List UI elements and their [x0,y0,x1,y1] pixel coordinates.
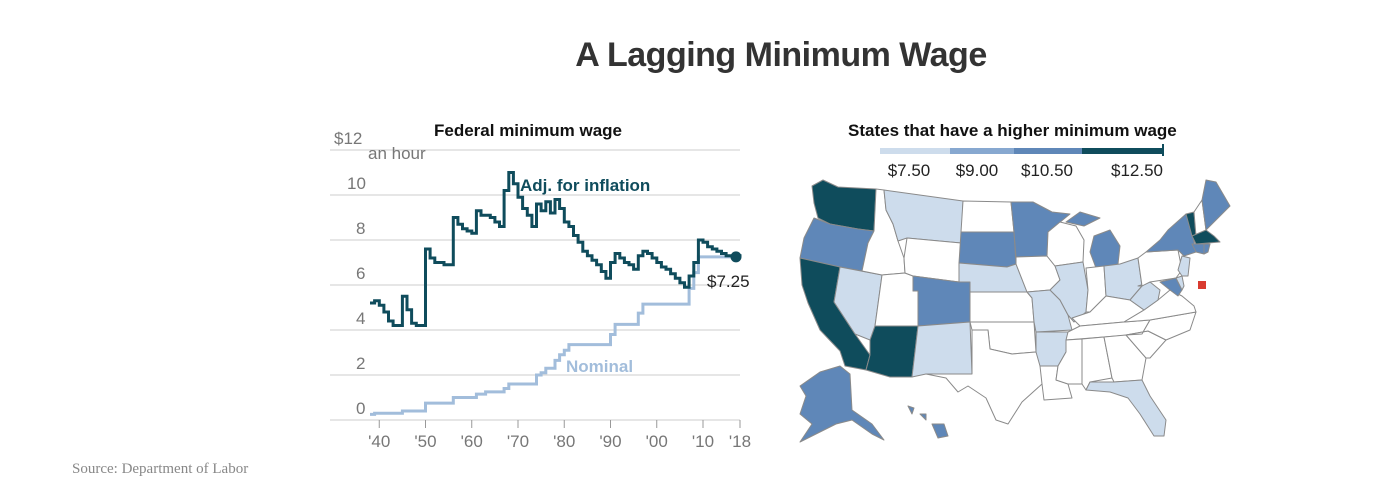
legend-label: $12.50 [1111,161,1163,180]
state-alaska [799,365,885,443]
legend-swatch-tier4 [1082,148,1164,154]
page-title: A Lagging Minimum Wage [575,36,987,74]
y-tick-label: 10 [347,174,366,193]
series-label-nominal: Nominal [566,357,633,376]
state-map: $7.50 $9.00 $10.50 $12.50 [799,144,1231,443]
y-tick-label: 8 [356,219,365,238]
state-rhode-island [1203,243,1211,255]
state-colorado [912,275,971,327]
legend-swatch-tier2 [950,148,1014,154]
x-tick-label: '90 [599,432,621,451]
state-shapes [799,179,1231,443]
x-tick-label: '40 [368,432,390,451]
dc-marker [1198,281,1206,289]
legend-label: $10.50 [1021,161,1073,180]
x-tick-label: '60 [461,432,483,451]
y-tick-label: 6 [356,264,365,283]
x-axis-ticks: '40 '50 '60 '70 '80 '90 '00 '10 '18 [368,420,751,451]
source-note: Source: Department of Labor [72,461,249,477]
series-line-adjusted [370,171,742,327]
y-axis-ticks: 0 2 4 6 8 10 $12 [334,129,366,418]
state-new-mexico [911,321,973,378]
state-kansas [969,291,1035,323]
x-tick-label: '50 [414,432,436,451]
state-texas [925,329,1043,425]
endpoint-value-label: $7.25 [707,272,750,291]
state-maryland [1159,277,1183,297]
y-tick-label: 0 [356,399,365,418]
state-illinois [1049,261,1089,323]
state-north-dakota [960,200,1015,233]
state-montana [883,189,964,244]
state-maine [1201,179,1231,231]
state-wisconsin [1046,221,1085,267]
y-tick-label: 4 [356,309,365,328]
legend-label: $7.50 [888,161,931,180]
state-utah [874,272,919,327]
legend-swatch-tier1 [880,148,950,154]
state-florida [1085,379,1167,437]
x-tick-label: '70 [507,432,529,451]
x-tick-label: '00 [646,432,668,451]
line-chart-title: Federal minimum wage [434,121,622,140]
state-new-jersey [1177,255,1191,277]
gridlines [330,149,740,421]
legend-swatch-tier3 [1014,148,1082,154]
map-legend: $7.50 $9.00 $10.50 $12.50 [880,144,1164,180]
state-virginia [1123,289,1197,323]
y-tick-label: 2 [356,354,365,373]
state-west-virginia [1129,281,1161,311]
line-chart: 0 2 4 6 8 10 $12 '40 '50 '60 '70 '80 '90 '00 '10 '18 a… [330,129,751,451]
legend-label: $9.00 [956,161,999,180]
endpoint-marker [730,251,742,263]
y-axis-unit-label: an hour [368,144,426,163]
state-wyoming [903,237,962,283]
state-south-dakota [958,231,1017,268]
y-tick-label: $12 [334,129,362,148]
state-arizona [865,325,919,378]
state-massachusetts [1191,229,1221,245]
series-line-nominal [370,255,740,416]
x-tick-label: '10 [692,432,714,451]
state-delaware [1175,275,1185,291]
map-title: States that have a higher minimum wage [848,121,1177,140]
series-label-adjusted: Adj. for inflation [520,176,650,195]
state-hawaii [907,405,949,439]
x-tick-label: '18 [729,432,751,451]
x-tick-label: '80 [553,432,575,451]
